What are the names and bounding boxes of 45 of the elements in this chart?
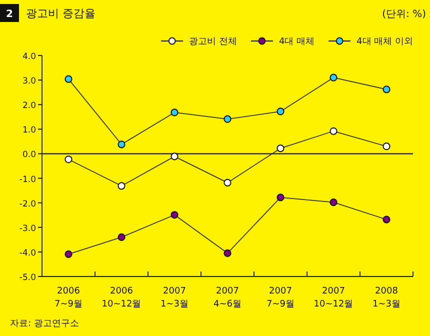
point [382,142,390,150]
x-tick-label: 2007 10~12월 [314,286,354,310]
y-tick-label: -3.0 [19,224,36,234]
point [330,74,338,82]
point [170,108,178,116]
legend-label: 4대 매체 [278,37,315,47]
y-tick-label: -4.0 [19,248,36,258]
text: 2 [6,9,14,20]
point [276,194,284,202]
point [276,108,284,116]
x-tick-label: 2008 1~3월 [372,286,400,310]
text: 자료: 광고연구소 [10,319,79,329]
point [330,198,338,206]
point [276,144,284,152]
point [64,75,72,83]
point [64,250,72,258]
chart-title: 광고비 증감율 [26,7,96,20]
y-tick-label: 0.0 [22,150,36,160]
x-tick-label: 2007 4~6월 [214,286,242,310]
point [224,115,232,123]
point [64,156,72,164]
x-tick-label: 2006 10~12월 [102,286,142,310]
text: (단위: %) [382,9,426,20]
x-tick-label: 2007 7~9월 [266,286,294,310]
y-tick-label: -2.0 [19,199,36,210]
point [170,211,178,219]
y-tick-label: -1.0 [19,174,36,185]
legend-label: 광고비 전체 [189,37,237,47]
point [382,216,390,224]
point [382,86,390,94]
point [224,178,232,186]
legend-label: 4대 매체 이외 [356,37,413,47]
y-tick-label: 1.0 [22,126,36,136]
point [330,127,338,135]
point [118,140,126,148]
y-tick-label: 2.0 [22,101,36,112]
point [224,249,232,257]
y-tick-label: 4.0 [22,52,36,62]
point [118,233,126,242]
x-tick-label: 2007 1~3월 [160,286,188,310]
y-tick-label: 3.0 [22,76,36,87]
y-tick-label: -5.0 [19,273,36,283]
x-tick-label: 2006 7~9월 [54,286,82,310]
point [118,182,126,190]
point [170,152,178,160]
